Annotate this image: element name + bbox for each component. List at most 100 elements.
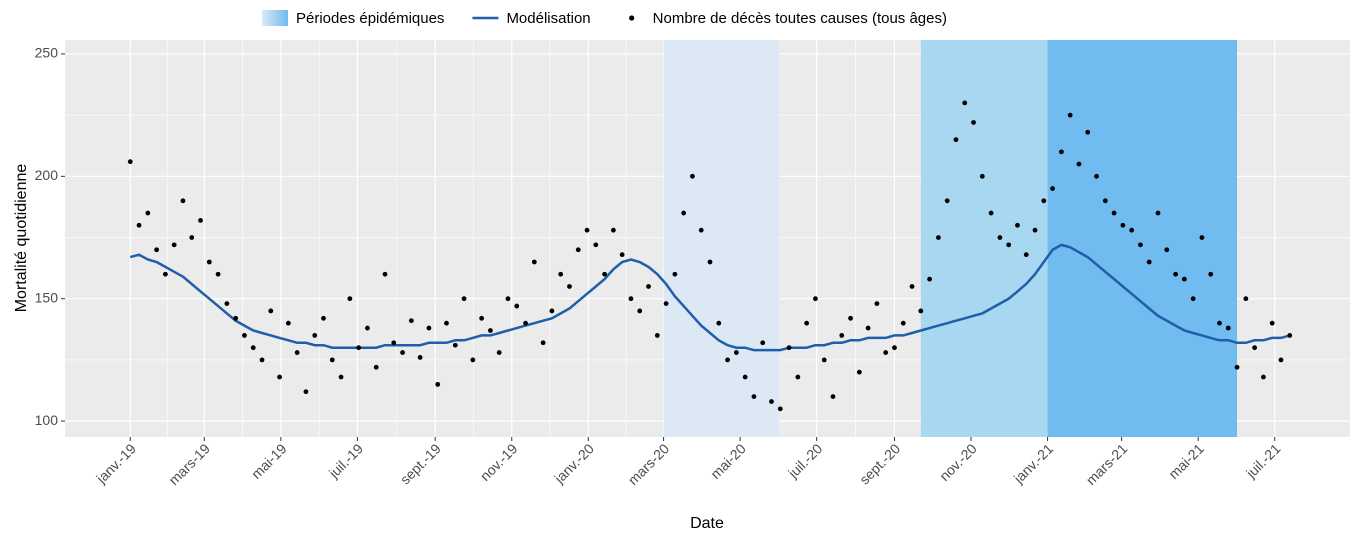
death-point bbox=[848, 315, 853, 321]
death-point bbox=[575, 247, 581, 253]
death-point bbox=[206, 259, 212, 265]
death-point bbox=[558, 271, 564, 277]
death-point bbox=[892, 345, 897, 351]
epidemic-period bbox=[663, 40, 780, 437]
death-point bbox=[628, 296, 634, 302]
death-point bbox=[567, 284, 572, 289]
death-point bbox=[162, 271, 168, 277]
death-point bbox=[549, 308, 555, 314]
death-point bbox=[777, 406, 783, 412]
death-point bbox=[988, 210, 994, 216]
legend-label: Nombre de décès toutes causes (tous âges… bbox=[653, 10, 947, 27]
death-point bbox=[1155, 210, 1161, 216]
death-point bbox=[1050, 186, 1055, 191]
death-point bbox=[242, 333, 247, 338]
death-point bbox=[1032, 227, 1038, 233]
death-point bbox=[1076, 161, 1082, 167]
death-point bbox=[944, 198, 950, 204]
death-point bbox=[883, 350, 889, 355]
death-point bbox=[136, 222, 142, 228]
y-tick-label: 200 bbox=[35, 167, 59, 183]
death-point bbox=[1120, 222, 1126, 228]
x-tick-label: mars-20 bbox=[625, 440, 673, 488]
death-point bbox=[1129, 227, 1135, 233]
death-point bbox=[804, 320, 810, 326]
death-point bbox=[514, 303, 520, 309]
death-point bbox=[496, 350, 502, 355]
death-point bbox=[865, 325, 871, 331]
legend-key bbox=[629, 15, 635, 21]
x-tick-label: mai-21 bbox=[1165, 440, 1207, 482]
death-point bbox=[259, 357, 265, 363]
death-point bbox=[602, 271, 607, 277]
death-point bbox=[1058, 149, 1064, 155]
death-point bbox=[127, 159, 133, 165]
death-point bbox=[769, 399, 774, 404]
death-point bbox=[1287, 333, 1293, 338]
death-point bbox=[1094, 173, 1099, 179]
model-line bbox=[129, 243, 1291, 352]
death-point bbox=[646, 284, 651, 289]
death-point bbox=[215, 271, 221, 277]
death-point bbox=[523, 320, 528, 326]
y-tick-label: 100 bbox=[35, 412, 59, 428]
death-point bbox=[1252, 345, 1258, 351]
death-point bbox=[356, 345, 362, 351]
death-point bbox=[1067, 112, 1073, 118]
death-point bbox=[531, 259, 537, 265]
legend-label: Périodes épidémiques bbox=[296, 10, 444, 27]
death-point bbox=[1023, 252, 1029, 258]
x-tick-label: juil.-20 bbox=[784, 440, 825, 481]
death-point bbox=[935, 235, 941, 240]
death-point bbox=[452, 342, 458, 348]
death-point bbox=[233, 315, 239, 321]
legend-key bbox=[262, 10, 288, 26]
death-point bbox=[488, 328, 493, 333]
x-tick-label: sept.-20 bbox=[856, 440, 903, 487]
death-point bbox=[321, 315, 326, 321]
death-point bbox=[479, 315, 485, 321]
death-point bbox=[681, 210, 687, 216]
death-point bbox=[953, 137, 959, 143]
death-point bbox=[1243, 296, 1249, 302]
death-point bbox=[690, 173, 695, 179]
death-point bbox=[347, 296, 353, 302]
death-point bbox=[417, 355, 423, 360]
death-point bbox=[997, 235, 1003, 240]
death-point bbox=[338, 374, 344, 380]
periods bbox=[663, 40, 1238, 437]
death-point bbox=[1278, 357, 1284, 363]
death-point bbox=[707, 259, 713, 265]
death-point bbox=[742, 374, 748, 380]
death-point bbox=[813, 296, 818, 302]
death-point bbox=[1261, 374, 1266, 380]
x-tick-label: sept.-19 bbox=[397, 440, 444, 487]
epidemic-period bbox=[920, 40, 1048, 437]
death-point bbox=[154, 247, 160, 253]
death-point bbox=[725, 357, 730, 363]
death-point bbox=[180, 198, 186, 204]
x-tick-label: nov.-19 bbox=[477, 440, 521, 484]
death-point bbox=[540, 340, 546, 346]
death-point bbox=[1173, 271, 1178, 277]
death-point bbox=[312, 333, 318, 338]
death-point bbox=[900, 320, 906, 326]
death-point bbox=[593, 242, 599, 248]
death-point bbox=[1208, 271, 1214, 277]
death-point bbox=[373, 364, 379, 370]
death-point bbox=[224, 301, 230, 307]
death-point bbox=[1199, 235, 1205, 240]
death-point bbox=[277, 374, 282, 380]
legend-label: Modélisation bbox=[506, 10, 590, 27]
death-point bbox=[637, 308, 643, 314]
death-point bbox=[1190, 296, 1196, 302]
death-point bbox=[1111, 210, 1117, 216]
death-point bbox=[795, 374, 801, 380]
death-point bbox=[1041, 198, 1047, 204]
death-point bbox=[918, 308, 924, 314]
death-point bbox=[444, 320, 449, 326]
x-tick-label: juil.-21 bbox=[1242, 440, 1283, 481]
death-point bbox=[927, 276, 933, 282]
death-point bbox=[294, 350, 300, 355]
death-point bbox=[461, 296, 467, 302]
